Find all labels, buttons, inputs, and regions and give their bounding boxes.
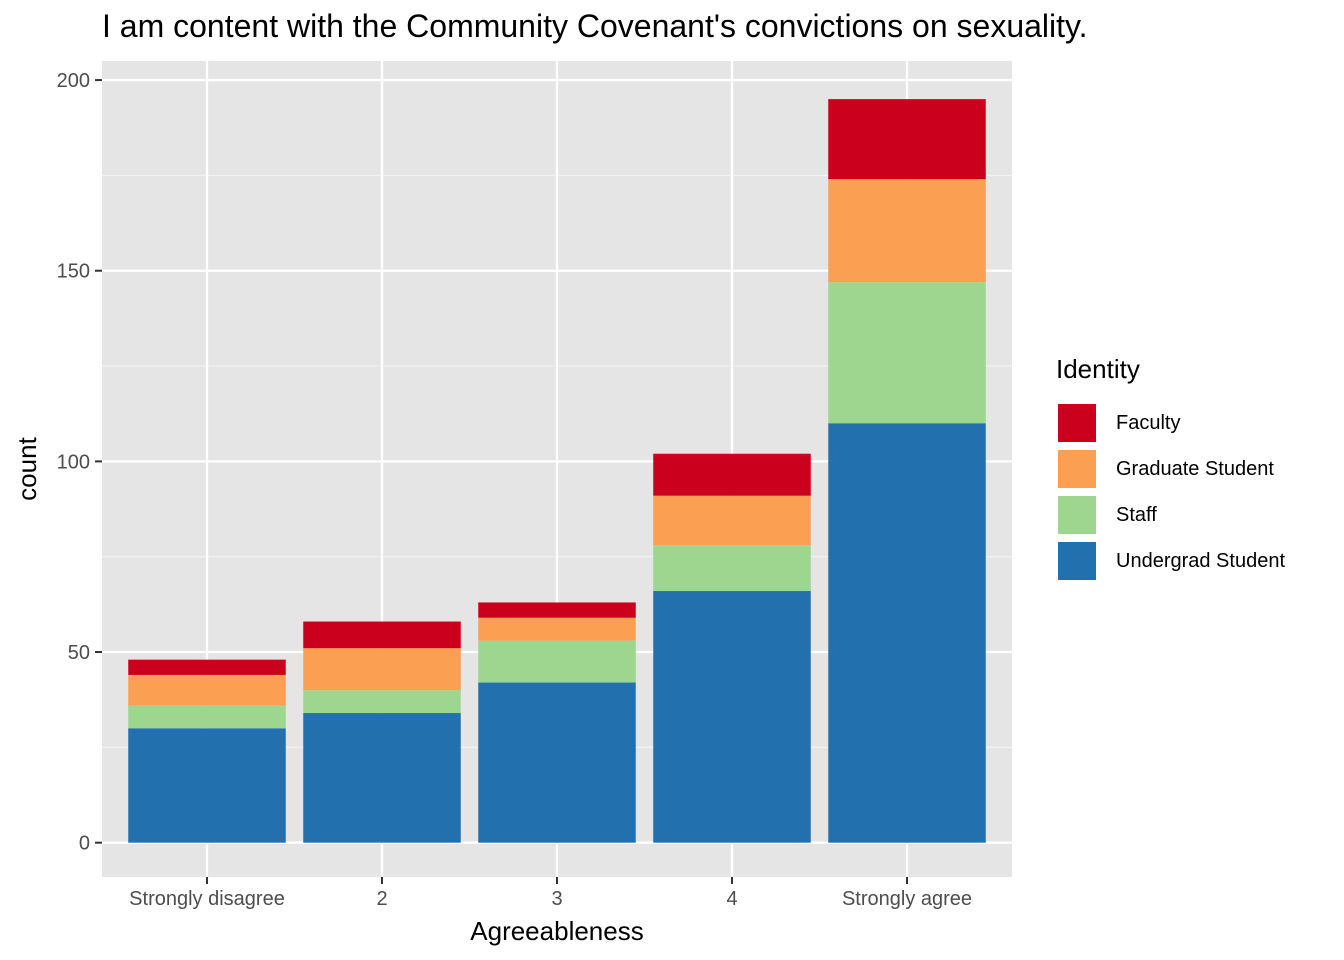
bar-faculty: [653, 453, 811, 496]
legend-swatch: [1056, 494, 1098, 536]
bar-graduate-student: [128, 674, 286, 706]
legend-item-graduate-student: Graduate Student: [1056, 446, 1285, 492]
bar-faculty: [128, 659, 286, 675]
chart-title: I am content with the Community Covenant…: [102, 8, 1088, 44]
y-tick-label: 100: [57, 451, 90, 473]
bar-undergrad-student: [303, 713, 461, 843]
bar-staff: [478, 640, 636, 683]
x-tick-label: 3: [551, 888, 562, 910]
bar-graduate-student: [828, 179, 986, 283]
y-tick-label: 50: [68, 642, 90, 664]
y-tick-label: 0: [79, 833, 90, 855]
bar-staff: [828, 282, 986, 424]
y-tick-label: 200: [57, 70, 90, 92]
legend-title: Identity: [1056, 354, 1140, 384]
bar-faculty: [478, 602, 636, 618]
bar-faculty: [828, 99, 986, 180]
legend: Identity Faculty Graduate Student Staff Und…: [1056, 354, 1285, 584]
x-tick-label: Strongly disagree: [129, 888, 285, 910]
bar-graduate-student: [303, 648, 461, 691]
bar-staff: [128, 705, 286, 729]
legend-items: Faculty Graduate Student Staff Undergrad St…: [1056, 400, 1285, 584]
bar-graduate-student: [653, 495, 811, 546]
bar-faculty: [303, 621, 461, 649]
y-tick-label: 150: [57, 261, 90, 283]
legend-label: Faculty: [1116, 411, 1181, 434]
bar-undergrad-student: [828, 423, 986, 843]
x-tick-label: 2: [376, 888, 387, 910]
legend-item-undergrad-student: Undergrad Student: [1056, 538, 1285, 584]
legend-item-staff: Staff: [1056, 492, 1285, 538]
legend-label: Undergrad Student: [1116, 549, 1286, 572]
legend-label: Graduate Student: [1116, 457, 1274, 480]
bar-staff: [303, 690, 461, 714]
bar-graduate-student: [478, 617, 636, 641]
y-axis-title: count: [12, 436, 42, 500]
bar-undergrad-student: [478, 682, 636, 843]
bar-undergrad-student: [128, 728, 286, 843]
legend-swatch: [1056, 448, 1098, 490]
legend-label: Staff: [1116, 503, 1157, 526]
bar-undergrad-student: [653, 591, 811, 843]
bar-staff: [653, 545, 811, 592]
x-tick-label: Strongly agree: [842, 888, 972, 910]
legend-swatch: [1056, 402, 1098, 444]
legend-item-faculty: Faculty: [1056, 400, 1285, 446]
x-tick-label: 4: [726, 888, 737, 910]
legend-swatch: [1056, 540, 1098, 582]
x-axis-title: Agreeableness: [470, 916, 643, 946]
